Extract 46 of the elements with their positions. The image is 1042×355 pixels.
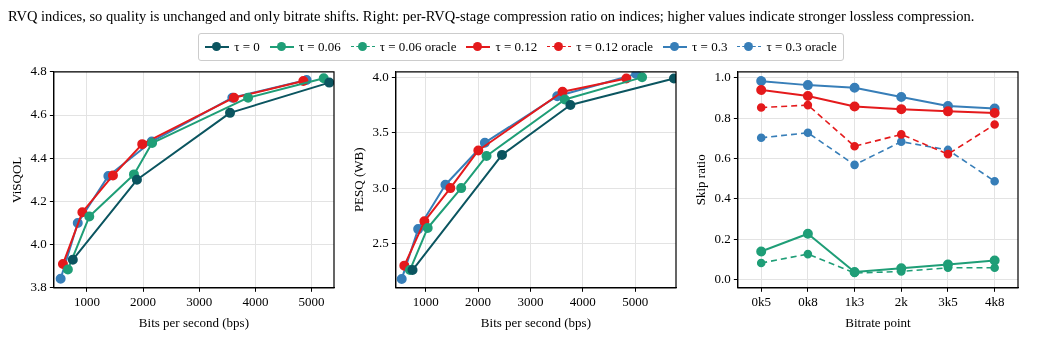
y-tick-label: 0.0 xyxy=(714,271,731,287)
legend-label: τ = 0.12 xyxy=(495,39,538,55)
x-tick-label: 3000 xyxy=(517,294,544,310)
y-axis-title: Skip ratio xyxy=(693,154,709,206)
x-tick-label: 0k8 xyxy=(798,294,818,310)
y-tick-label: 3.5 xyxy=(372,124,389,140)
x-tick-label: 3k5 xyxy=(938,294,958,310)
legend-label: τ = 0.12 oracle xyxy=(576,39,654,55)
y-axis-title: PESQ (WB) xyxy=(351,147,367,213)
x-tick-label: 5000 xyxy=(622,294,649,310)
legend-label: τ = 0.3 xyxy=(692,39,728,55)
y-tick-label: 0.4 xyxy=(714,190,732,206)
y-tick-label: 3.8 xyxy=(30,279,47,295)
x-tick-label: 4000 xyxy=(242,294,269,310)
x-tick-label: 2000 xyxy=(465,294,492,310)
x-tick-label: 0k5 xyxy=(751,294,771,310)
y-tick-label: 1.0 xyxy=(714,69,731,85)
y-tick-label: 0.8 xyxy=(714,109,731,125)
y-tick-label: 4.2 xyxy=(30,192,47,208)
legend-label: τ = 0.06 xyxy=(298,39,341,55)
legend-label: τ = 0 xyxy=(234,39,260,55)
legend-label: τ = 0.06 oracle xyxy=(379,39,457,55)
x-axis-title: Bits per second (bps) xyxy=(138,314,249,330)
x-tick-label: 1k3 xyxy=(844,294,865,310)
y-tick-label: 0.6 xyxy=(714,150,732,166)
x-tick-label: 3000 xyxy=(186,294,213,310)
y-tick-label: 3.0 xyxy=(372,179,389,195)
x-tick-label: 2k xyxy=(894,294,909,310)
y-tick-label: 4.8 xyxy=(30,63,47,79)
x-axis-title: Bitrate point xyxy=(845,314,911,330)
text: RVQ indices, so quality is unchanged and only bitrate shifts. Right: per-RVQ-stage compression ratio on indices; higher values indicate stronger lossless compression. xyxy=(8,8,976,25)
y-tick-label: 2.5 xyxy=(372,234,389,250)
legend-label: τ = 0.3 oracle xyxy=(766,39,837,55)
y-tick-label: 4.0 xyxy=(30,236,47,252)
x-axis-title: Bits per second (bps) xyxy=(480,314,591,330)
y-tick-label: 0.2 xyxy=(714,230,731,246)
y-tick-label: 4.4 xyxy=(30,149,48,165)
y-axis-title: ViSQOL xyxy=(9,156,25,203)
x-tick-label: 1000 xyxy=(73,294,100,310)
y-tick-label: 4.6 xyxy=(30,106,48,122)
x-tick-label: 4000 xyxy=(569,294,596,310)
y-tick-label: 4.0 xyxy=(372,68,389,84)
x-tick-label: 2000 xyxy=(130,294,157,310)
x-tick-label: 4k8 xyxy=(984,294,1005,310)
x-tick-label: 5000 xyxy=(298,294,325,310)
x-tick-label: 1000 xyxy=(412,294,439,310)
